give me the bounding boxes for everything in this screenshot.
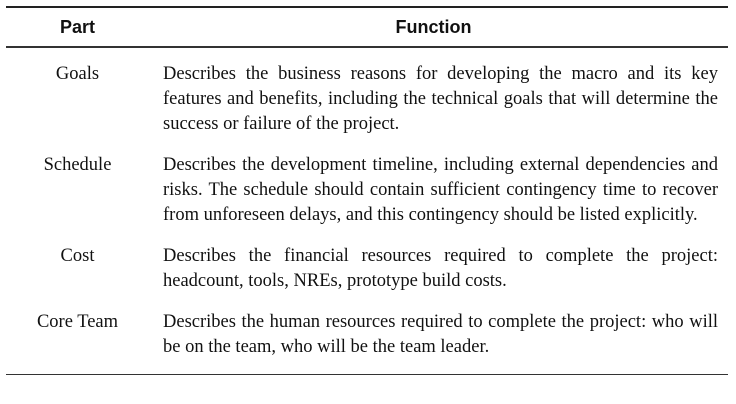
row-function-text: Describes the human resources required t… bbox=[163, 312, 718, 357]
header-part: Part bbox=[59, 16, 95, 37]
table-header-row: Part Function bbox=[6, 8, 728, 46]
table-bottom-rule bbox=[6, 374, 728, 375]
row-part-label: Cost bbox=[60, 246, 95, 266]
table-row-goals: Goals Describes the business reasons for… bbox=[6, 62, 728, 137]
table-header-rule bbox=[6, 46, 728, 48]
row-part-label: Schedule bbox=[43, 155, 112, 175]
header-function: Function bbox=[395, 16, 472, 37]
row-part-label: Goals bbox=[55, 64, 100, 84]
table-row-core-team: Core Team Describes the human resources … bbox=[6, 310, 728, 360]
row-function-text: Describes the development timeline, incl… bbox=[163, 155, 718, 225]
table-top-rule bbox=[6, 6, 728, 8]
table-row-schedule: Schedule Describes the development timel… bbox=[6, 153, 728, 228]
row-function-text: Describes the financial resources requir… bbox=[163, 246, 718, 291]
row-function-text: Describes the business reasons for devel… bbox=[163, 64, 718, 134]
parts-table: Part Function Goals Describes the busine… bbox=[6, 6, 728, 375]
row-part-label: Core Team bbox=[36, 312, 119, 332]
table-row-cost: Cost Describes the financial resources r… bbox=[6, 244, 728, 294]
